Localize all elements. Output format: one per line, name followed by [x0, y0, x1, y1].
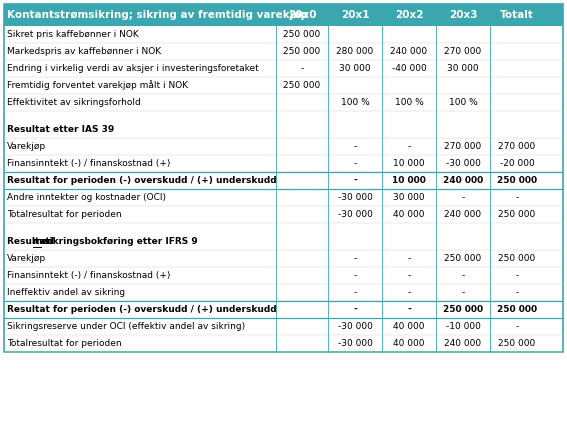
Text: Resultat: Resultat [7, 237, 53, 246]
Text: 250 000: 250 000 [498, 339, 536, 348]
Text: -: - [515, 193, 519, 202]
Text: -: - [407, 271, 411, 280]
Text: Resultat for perioden (-) overskudd / (+) underskudd: Resultat for perioden (-) overskudd / (+… [7, 176, 277, 185]
Text: 30 000: 30 000 [393, 193, 425, 202]
Text: -: - [353, 176, 357, 185]
Text: 240 000: 240 000 [445, 339, 481, 348]
Text: Resultat for perioden (-) overskudd / (+) underskudd: Resultat for perioden (-) overskudd / (+… [7, 305, 277, 314]
Text: 20x0: 20x0 [287, 10, 316, 20]
Text: 270 000: 270 000 [498, 142, 536, 151]
Text: 250 000: 250 000 [497, 305, 537, 314]
Text: Varekjøp: Varekjøp [7, 142, 46, 151]
Text: -: - [407, 142, 411, 151]
Text: -: - [407, 288, 411, 297]
Text: med: med [33, 237, 54, 246]
Text: 250 000: 250 000 [284, 30, 320, 39]
Text: 20x1: 20x1 [341, 10, 369, 20]
Text: -10 000: -10 000 [446, 322, 480, 331]
FancyBboxPatch shape [4, 4, 563, 26]
Text: 250 000: 250 000 [284, 81, 320, 90]
Text: 250 000: 250 000 [443, 305, 483, 314]
Text: 10 000: 10 000 [393, 159, 425, 168]
Text: -: - [407, 305, 411, 314]
Text: Varekjøp: Varekjøp [7, 254, 46, 263]
Text: 30 000: 30 000 [339, 64, 371, 73]
Text: Andre inntekter og kostnader (OCI): Andre inntekter og kostnader (OCI) [7, 193, 166, 202]
Text: -40 000: -40 000 [392, 64, 426, 73]
Text: 40 000: 40 000 [393, 339, 425, 348]
Text: 250 000: 250 000 [497, 176, 537, 185]
Text: 40 000: 40 000 [393, 210, 425, 219]
Text: Finansinntekt (-) / finanskostnad (+): Finansinntekt (-) / finanskostnad (+) [7, 159, 170, 168]
Text: -: - [301, 64, 303, 73]
Text: -30 000: -30 000 [337, 322, 373, 331]
Text: 280 000: 280 000 [336, 47, 374, 56]
Bar [4, 4, 563, 352]
Text: Endring i virkelig verdi av aksjer i investeringsforetaket: Endring i virkelig verdi av aksjer i inv… [7, 64, 259, 73]
Text: -: - [353, 288, 357, 297]
Text: Finansinntekt (-) / finanskostnad (+): Finansinntekt (-) / finanskostnad (+) [7, 271, 170, 280]
Text: 240 000: 240 000 [445, 210, 481, 219]
Text: Sikret pris kaffebønner i NOK: Sikret pris kaffebønner i NOK [7, 30, 139, 39]
Text: Effektivitet av sikringsforhold: Effektivitet av sikringsforhold [7, 98, 141, 107]
Text: -30 000: -30 000 [446, 159, 480, 168]
Text: 270 000: 270 000 [445, 47, 481, 56]
Text: Kontantstrømsikring; sikring av fremtidig varekjøp: Kontantstrømsikring; sikring av fremtidi… [7, 10, 308, 20]
Text: 20x2: 20x2 [395, 10, 423, 20]
Text: -: - [462, 288, 464, 297]
Text: 100 %: 100 % [341, 98, 369, 107]
Text: Markedspris av kaffebønner i NOK: Markedspris av kaffebønner i NOK [7, 47, 161, 56]
Text: Resultat etter IAS 39: Resultat etter IAS 39 [7, 125, 114, 134]
Text: 100 %: 100 % [448, 98, 477, 107]
Text: -20 000: -20 000 [500, 159, 534, 168]
Text: -: - [353, 254, 357, 263]
Text: -: - [353, 159, 357, 168]
Text: -: - [515, 271, 519, 280]
Text: -: - [353, 305, 357, 314]
Text: -: - [462, 271, 464, 280]
Text: -30 000: -30 000 [337, 193, 373, 202]
Text: -: - [353, 271, 357, 280]
Text: Totalresultat for perioden: Totalresultat for perioden [7, 339, 122, 348]
Text: 240 000: 240 000 [443, 176, 483, 185]
Text: 100 %: 100 % [395, 98, 424, 107]
Text: -: - [353, 142, 357, 151]
Text: -30 000: -30 000 [337, 339, 373, 348]
Text: 30 000: 30 000 [447, 64, 479, 73]
Text: 250 000: 250 000 [498, 210, 536, 219]
Text: -: - [407, 254, 411, 263]
Text: 250 000: 250 000 [445, 254, 481, 263]
Text: Totalt: Totalt [500, 10, 534, 20]
Text: 270 000: 270 000 [445, 142, 481, 151]
Text: -: - [462, 193, 464, 202]
Text: Fremtidig forventet varekjøp målt i NOK: Fremtidig forventet varekjøp målt i NOK [7, 81, 188, 90]
Text: 40 000: 40 000 [393, 322, 425, 331]
Text: 250 000: 250 000 [498, 254, 536, 263]
Text: 250 000: 250 000 [284, 47, 320, 56]
Text: Ineffektiv andel av sikring: Ineffektiv andel av sikring [7, 288, 125, 297]
Text: -30 000: -30 000 [337, 210, 373, 219]
Text: -: - [515, 288, 519, 297]
Text: sikringsbokføring etter IFRS 9: sikringsbokføring etter IFRS 9 [41, 237, 198, 246]
Text: 20x3: 20x3 [448, 10, 477, 20]
Text: Sikringsreserve under OCI (effektiv andel av sikring): Sikringsreserve under OCI (effektiv ande… [7, 322, 245, 331]
Text: -: - [515, 322, 519, 331]
Text: Totalresultat for perioden: Totalresultat for perioden [7, 210, 122, 219]
Text: 240 000: 240 000 [391, 47, 428, 56]
Text: 10 000: 10 000 [392, 176, 426, 185]
